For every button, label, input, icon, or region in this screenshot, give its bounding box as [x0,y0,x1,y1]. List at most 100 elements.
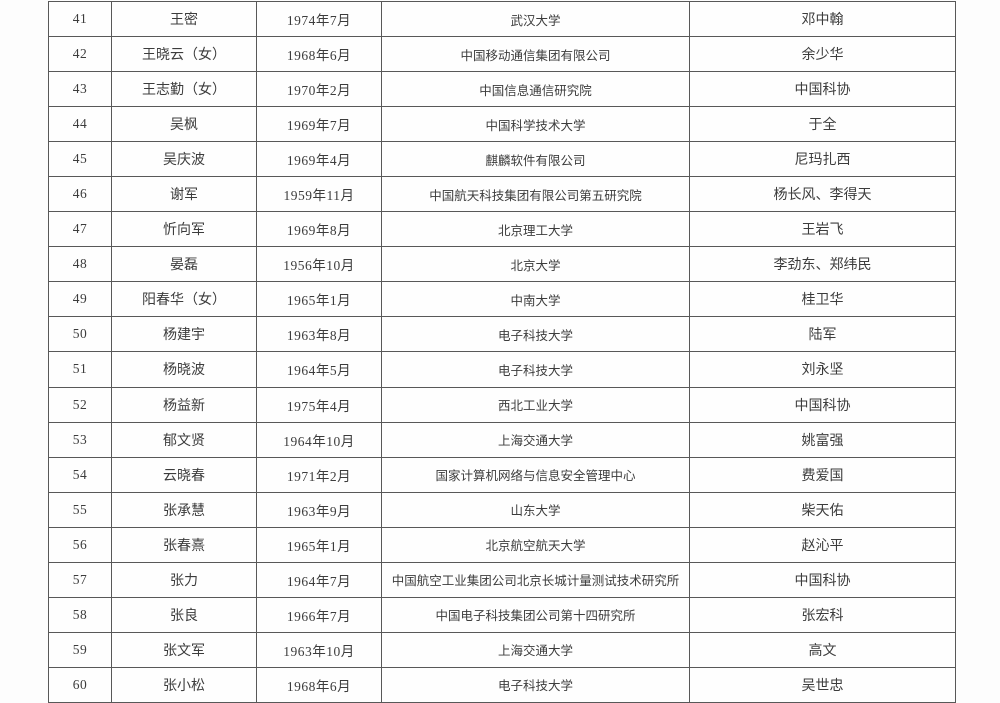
cell-recommender: 姚富强 [689,421,956,458]
table-row: 52 杨益新 1975年4月 西北工业大学 中国科协 [48,386,956,423]
cell-name: 张力 [111,561,257,598]
cell-name: 杨建宇 [111,316,257,353]
cell-name: 吴枫 [111,106,257,143]
cell-recommender: 高文 [689,631,956,668]
cell-birth-date: 1971年2月 [256,456,382,493]
cell-recommender: 邓中翰 [689,0,956,38]
cell-organization: 中国航空工业集团公司北京长城计量测试技术研究所 [381,561,690,598]
table-row: 50 杨建宇 1963年8月 电子科技大学 陆军 [48,316,956,353]
cell-name: 张良 [111,596,257,633]
cell-serial-number: 48 [48,246,112,283]
cell-birth-date: 1969年4月 [256,141,382,178]
table-row: 57 张力 1964年7月 中国航空工业集团公司北京长城计量测试技术研究所 中国科协 [48,561,956,598]
cell-organization: 中国电子科技集团公司第十四研究所 [381,596,690,633]
table-row: 42 王晓云（女） 1968年6月 中国移动通信集团有限公司 余少华 [48,36,956,73]
cell-organization: 电子科技大学 [381,666,690,703]
cell-organization: 麒麟软件有限公司 [381,141,690,178]
cell-organization: 北京理工大学 [381,211,690,248]
cell-name: 张承慧 [111,491,257,528]
cell-recommender: 杨长风、李得天 [689,176,956,213]
cell-recommender: 费爱国 [689,456,956,493]
cell-birth-date: 1963年9月 [256,491,382,528]
cell-serial-number: 51 [48,351,112,388]
cell-organization: 中国移动通信集团有限公司 [381,36,690,73]
cell-recommender: 刘永坚 [689,351,956,388]
cell-name: 杨益新 [111,386,257,423]
cell-name: 阳春华（女） [111,281,257,318]
cell-recommender: 王岩飞 [689,211,956,248]
cell-birth-date: 1969年8月 [256,211,382,248]
cell-recommender: 张宏科 [689,596,956,633]
cell-birth-date: 1964年5月 [256,351,382,388]
cell-birth-date: 1975年4月 [256,386,382,423]
cell-organization: 中国航天科技集团有限公司第五研究院 [381,176,690,213]
cell-birth-date: 1965年1月 [256,526,382,563]
cell-birth-date: 1964年7月 [256,561,382,598]
cell-name: 郁文贤 [111,421,257,458]
cell-name: 张小松 [111,666,257,703]
cell-serial-number: 59 [48,631,112,668]
cell-recommender: 柴天佑 [689,491,956,528]
cell-birth-date: 1956年10月 [256,246,382,283]
cell-name: 杨晓波 [111,351,257,388]
candidates-table-body: 41 王密 1974年7月 武汉大学 邓中翰 42 王晓云（女） 1968年6月 中国移动通信集… [48,0,956,703]
cell-name: 张文军 [111,631,257,668]
cell-organization: 国家计算机网络与信息安全管理中心 [381,456,690,493]
cell-name: 云晓春 [111,456,257,493]
cell-organization: 中国科学技术大学 [381,106,690,143]
cell-organization: 中南大学 [381,281,690,318]
cell-name: 张春熹 [111,526,257,563]
cell-name: 王密 [111,0,257,38]
cell-recommender: 陆军 [689,316,956,353]
table-row: 54 云晓春 1971年2月 国家计算机网络与信息安全管理中心 费爱国 [48,456,956,493]
cell-birth-date: 1965年1月 [256,281,382,318]
table-row: 55 张承慧 1963年9月 山东大学 柴天佑 [48,491,956,528]
cell-serial-number: 54 [48,456,112,493]
cell-serial-number: 47 [48,211,112,248]
cell-organization: 北京大学 [381,246,690,283]
cell-serial-number: 52 [48,386,112,423]
cell-organization: 山东大学 [381,491,690,528]
cell-recommender: 中国科协 [689,386,956,423]
cell-organization: 武汉大学 [381,0,690,38]
cell-serial-number: 45 [48,141,112,178]
cell-name: 谢军 [111,176,257,213]
cell-birth-date: 1963年8月 [256,316,382,353]
table-row: 46 谢军 1959年11月 中国航天科技集团有限公司第五研究院 杨长风、李得天 [48,176,956,213]
cell-serial-number: 56 [48,526,112,563]
cell-serial-number: 58 [48,596,112,633]
table-row: 58 张良 1966年7月 中国电子科技集团公司第十四研究所 张宏科 [48,596,956,633]
cell-recommender: 中国科协 [689,561,956,598]
cell-birth-date: 1968年6月 [256,36,382,73]
cell-recommender: 中国科协 [689,71,956,108]
cell-birth-date: 1964年10月 [256,421,382,458]
cell-birth-date: 1969年7月 [256,106,382,143]
candidates-table: 41 王密 1974年7月 武汉大学 邓中翰 42 王晓云（女） 1968年6月 中国移动通信集… [48,0,956,703]
cell-organization: 上海交通大学 [381,421,690,458]
cell-recommender: 赵沁平 [689,526,956,563]
cell-birth-date: 1974年7月 [256,0,382,38]
table-row: 43 王志勤（女） 1970年2月 中国信息通信研究院 中国科协 [48,71,956,108]
cell-serial-number: 44 [48,106,112,143]
cell-name: 王志勤（女） [111,71,257,108]
cell-name: 王晓云（女） [111,36,257,73]
cell-recommender: 于全 [689,106,956,143]
cell-serial-number: 49 [48,281,112,318]
cell-serial-number: 41 [48,0,112,38]
cell-serial-number: 46 [48,176,112,213]
cell-recommender: 吴世忠 [689,666,956,703]
table-row: 51 杨晓波 1964年5月 电子科技大学 刘永坚 [48,351,956,388]
cell-serial-number: 42 [48,36,112,73]
cell-organization: 电子科技大学 [381,351,690,388]
cell-name: 忻向军 [111,211,257,248]
cell-serial-number: 55 [48,491,112,528]
table-row: 60 张小松 1968年6月 电子科技大学 吴世忠 [48,666,956,703]
cell-organization: 上海交通大学 [381,631,690,668]
cell-serial-number: 53 [48,421,112,458]
cell-birth-date: 1970年2月 [256,71,382,108]
cell-recommender: 桂卫华 [689,281,956,318]
table-row: 48 晏磊 1956年10月 北京大学 李劲东、郑纬民 [48,246,956,283]
cell-recommender: 尼玛扎西 [689,141,956,178]
table-row: 49 阳春华（女） 1965年1月 中南大学 桂卫华 [48,281,956,318]
cell-serial-number: 43 [48,71,112,108]
